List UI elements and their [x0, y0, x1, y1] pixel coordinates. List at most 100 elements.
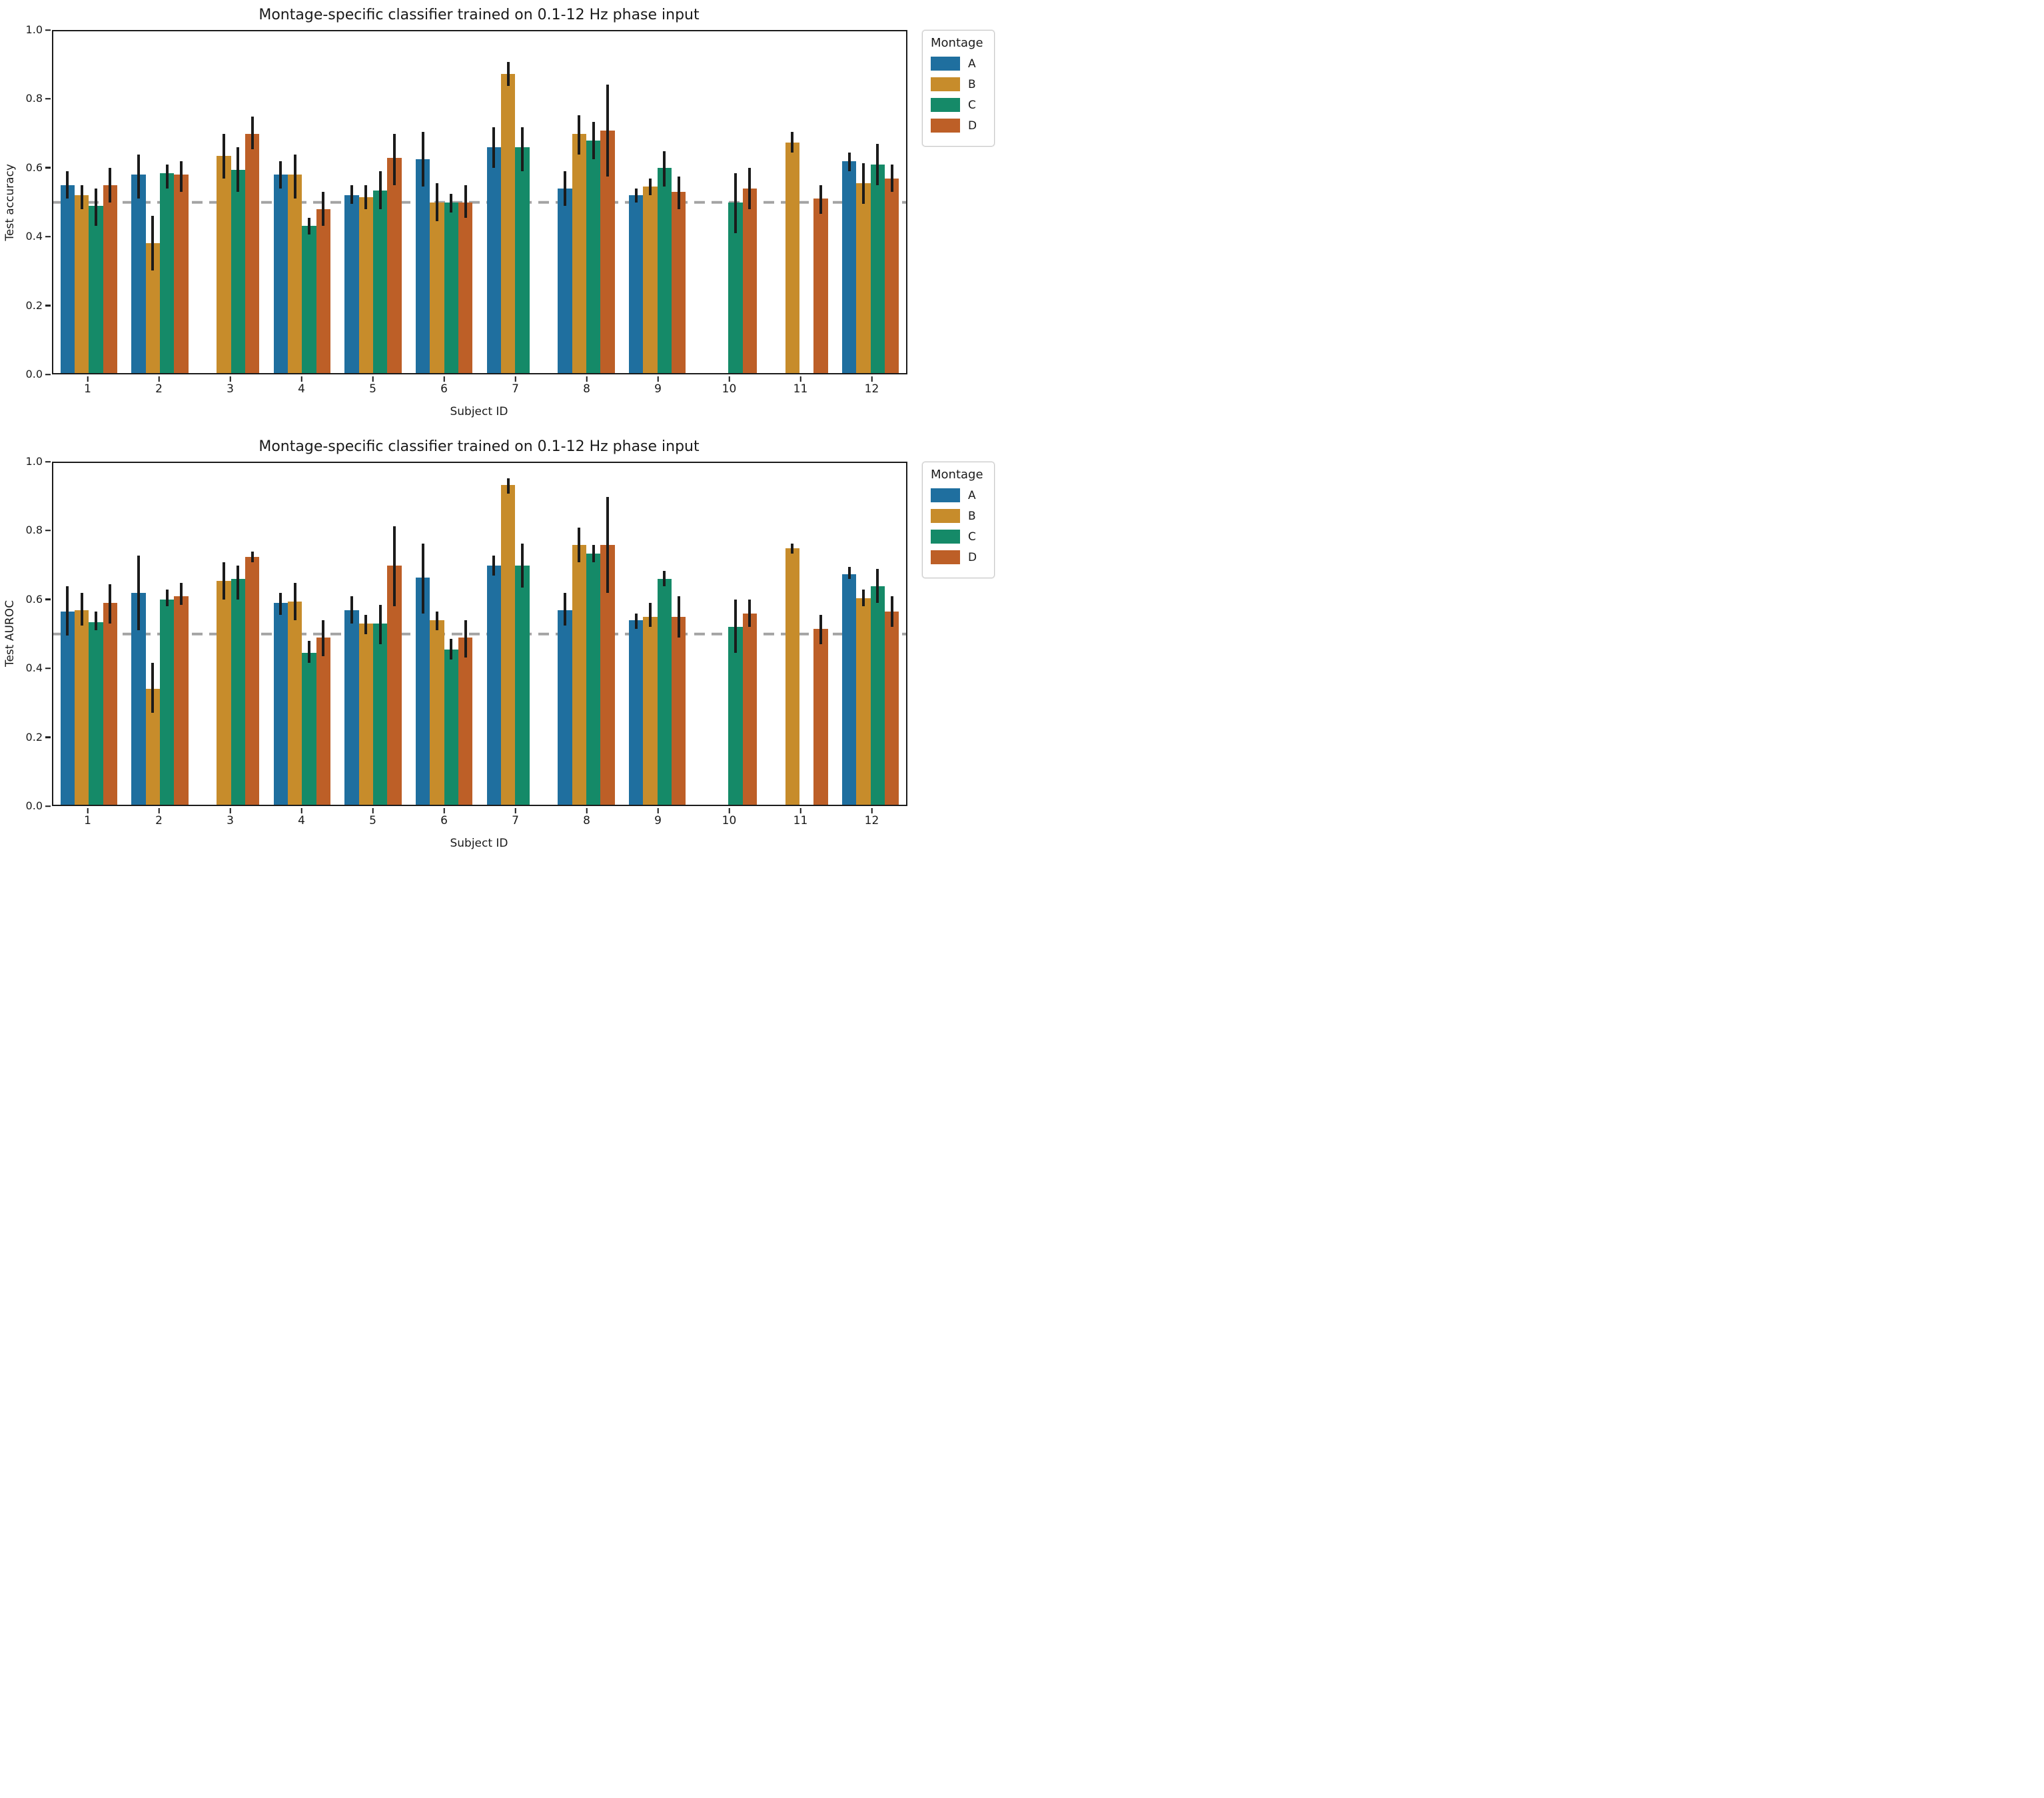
plot-area — [52, 30, 907, 374]
bar-montage-D-subject-4 — [316, 209, 330, 373]
bar-montage-C-subject-5 — [373, 624, 388, 805]
bar-montage-C-subject-3 — [231, 579, 245, 805]
x-tick-mark — [372, 376, 374, 382]
error-bar — [748, 168, 752, 209]
error-bar — [180, 161, 183, 193]
error-bar — [436, 612, 438, 631]
bar-montage-D-subject-5 — [387, 565, 402, 805]
bar-montage-A-subject-5 — [344, 610, 359, 805]
bar-montage-D-subject-9 — [672, 616, 686, 805]
x-tick-mark — [229, 376, 231, 382]
x-tick-mark — [158, 808, 160, 813]
bar-montage-C-subject-9 — [657, 579, 672, 805]
legend-swatch-a — [931, 57, 960, 71]
legend-entry-a: A — [931, 488, 983, 502]
error-bar — [165, 589, 169, 607]
x-tick-mark — [443, 808, 445, 813]
bar-montage-C-subject-6 — [444, 202, 458, 373]
x-tick-label-3: 3 — [227, 814, 234, 827]
bar-montage-B-subject-5 — [358, 197, 373, 373]
x-tick-label-3: 3 — [227, 382, 234, 396]
legend-entry-d: D — [931, 119, 983, 133]
y-tick-mark — [45, 373, 51, 376]
legend-title: Montage — [931, 468, 983, 482]
x-tick-label-9: 9 — [654, 814, 662, 827]
y-tick-mark — [45, 805, 51, 807]
x-tick-label-2: 2 — [155, 814, 163, 827]
y-tick-mark — [45, 736, 51, 738]
error-bar — [151, 663, 155, 713]
bar-montage-B-subject-7 — [501, 485, 516, 805]
bar-montage-C-subject-5 — [373, 190, 388, 373]
bar-montage-B-subject-9 — [643, 187, 658, 373]
error-bar — [578, 115, 581, 155]
x-tick-label-2: 2 — [155, 382, 163, 396]
error-bar — [862, 163, 865, 205]
bar-montage-B-subject-4 — [288, 601, 302, 805]
error-bar — [95, 189, 97, 226]
error-bar — [464, 620, 467, 658]
error-bar — [436, 183, 438, 221]
y-tick-label: 0.0 — [25, 799, 43, 812]
legend-label-b: B — [968, 77, 976, 91]
error-bar — [279, 592, 282, 616]
bar-montage-A-subject-8 — [558, 188, 572, 373]
error-bar — [279, 161, 282, 189]
legend-swatch-c — [931, 530, 960, 544]
bar-montage-A-subject-1 — [60, 185, 75, 373]
error-bar — [308, 217, 310, 235]
error-bar — [677, 596, 680, 638]
x-tick-label-7: 7 — [512, 382, 519, 396]
bar-montage-B-subject-7 — [501, 74, 516, 373]
bar-montage-C-subject-12 — [870, 586, 885, 805]
bar-montage-D-subject-12 — [885, 178, 899, 373]
x-axis-title: Subject ID — [450, 405, 508, 418]
error-bar — [592, 545, 595, 562]
x-tick-label-5: 5 — [369, 814, 376, 827]
error-bar — [237, 565, 240, 600]
legend-column: Montage A B C D — [918, 30, 1022, 374]
x-tick-label-6: 6 — [440, 382, 448, 396]
x-tick-label-4: 4 — [298, 814, 305, 827]
bar-montage-B-subject-4 — [288, 175, 302, 373]
x-tick-label-8: 8 — [583, 814, 590, 827]
bar-montage-A-subject-7 — [486, 147, 501, 373]
y-tick-label: 0.2 — [25, 730, 43, 743]
error-bar — [734, 173, 737, 233]
error-bar — [592, 121, 595, 160]
bar-montage-A-subject-5 — [344, 195, 359, 373]
error-bar — [819, 185, 822, 215]
error-bar — [663, 151, 666, 187]
x-tick-mark — [300, 808, 302, 813]
bar-montage-C-subject-9 — [657, 168, 672, 373]
legend-swatch-d — [931, 550, 960, 564]
legend-label-c: C — [968, 98, 976, 112]
legend-label-d: D — [968, 550, 977, 564]
bar-montage-D-subject-4 — [316, 637, 330, 805]
chart-title: Montage-specific classifier trained on 0… — [258, 438, 700, 455]
error-bar — [109, 584, 112, 624]
error-bar — [606, 84, 609, 177]
y-axis-title: Test accuracy — [3, 163, 17, 241]
x-tick-label-11: 11 — [793, 382, 808, 396]
y-tick-label: 0.2 — [25, 298, 43, 312]
error-bar — [393, 133, 396, 185]
error-bar — [378, 604, 382, 644]
x-tick-label-11: 11 — [793, 814, 808, 827]
chart-test-auroc: Montage-specific classifier trained on 0… — [0, 438, 1022, 850]
x-tick-mark — [728, 808, 730, 813]
error-bar — [677, 177, 680, 209]
legend-swatch-a — [931, 488, 960, 502]
plot-outer: 0.0 0.2 0.4 0.6 0.8 1.0 1 2 3 4 5 6 7 8 9 10 11 12 — [26, 25, 907, 395]
y-tick-label: 0.4 — [25, 662, 43, 675]
bar-montage-B-subject-2 — [145, 243, 160, 373]
legend-title: Montage — [931, 36, 983, 50]
bar-montage-C-subject-10 — [728, 627, 743, 805]
y-axis-label-column: Test AUROC — [0, 462, 20, 806]
error-bar — [734, 600, 737, 653]
y-tick-label: 1.0 — [25, 23, 43, 36]
bar-montage-D-subject-2 — [174, 596, 189, 805]
y-tick-mark — [45, 460, 51, 463]
bar-montage-B-subject-11 — [785, 142, 799, 373]
x-tick-mark — [657, 808, 659, 813]
